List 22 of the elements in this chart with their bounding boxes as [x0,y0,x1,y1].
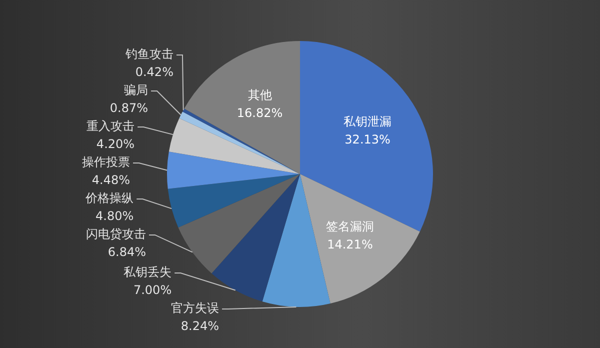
data-label: 4.80% [96,209,134,224]
data-label: 16.82% [236,106,283,120]
slice-label: 钓鱼攻击 [124,47,174,62]
slice-label: 私钥丢失 [124,265,172,280]
slice-label: 闪电贷攻击 [86,227,146,242]
slice-label: 骗局 [124,83,148,98]
data-label: 0.42% [135,65,174,80]
slice-label: 其他 [248,88,272,102]
slice-label: 签名漏洞 [326,219,374,234]
slice-label: 私钥泄漏 [344,114,392,129]
data-label: 0.87% [110,101,148,116]
data-label: 4.48% [92,173,130,188]
slice-label: 官方失误 [170,301,219,316]
data-label: 7.00% [133,283,172,298]
slice-label: 操作投票 [82,155,130,170]
slice-label: 重入攻击 [86,119,135,134]
slice-label: 价格操纵 [84,191,134,206]
data-label: 6.84% [108,245,146,260]
data-label: 8.24% [180,319,219,334]
data-label: 32.13% [344,132,390,147]
data-label: 14.21% [327,237,373,252]
data-label: 4.20% [96,137,135,152]
